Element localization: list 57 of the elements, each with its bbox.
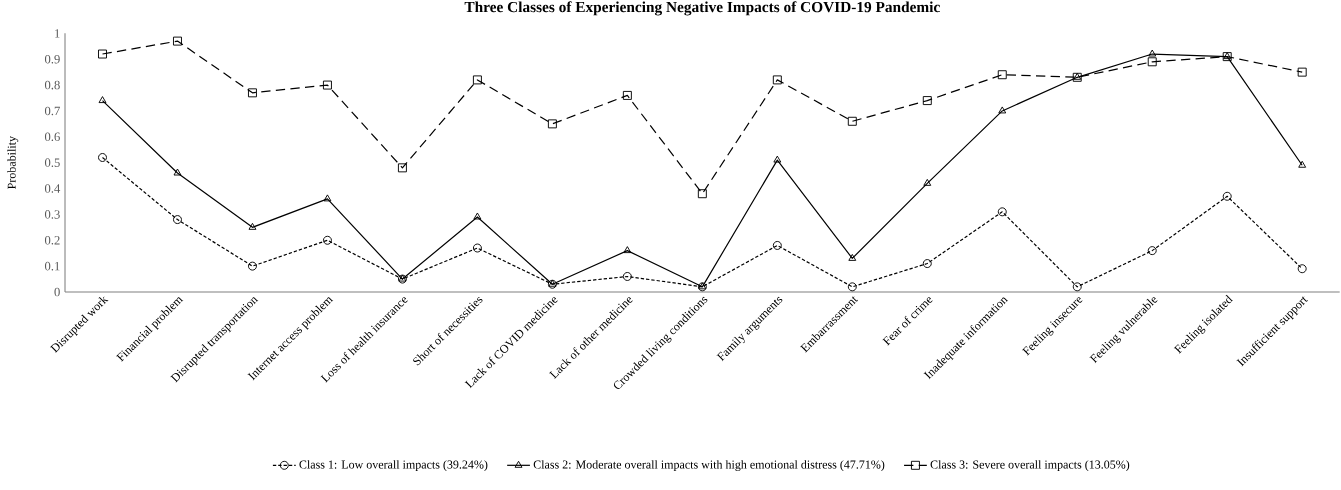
y-tick-label: 0.1	[44, 261, 60, 271]
point	[922, 259, 932, 269]
point	[998, 106, 1007, 114]
point	[1297, 264, 1307, 274]
y-tick-label: 0.2	[44, 235, 60, 245]
y-tick-label: 0.6	[44, 132, 60, 142]
point	[323, 194, 332, 202]
point	[472, 243, 482, 253]
point	[173, 168, 182, 176]
point	[322, 80, 332, 90]
legend-label: Class 1: Low overall impacts (39.24%)	[299, 460, 488, 472]
point	[248, 222, 257, 230]
point	[173, 36, 182, 46]
y-tick-label: 0.3	[44, 210, 60, 219]
point	[98, 153, 107, 162]
legend-label: Class 3: Severe overall impacts (13.05%)	[930, 460, 1130, 472]
point	[98, 96, 107, 104]
y-tick-label: 1	[55, 29, 60, 38]
y-tick-label: 0.9	[44, 54, 60, 64]
point	[1148, 49, 1157, 57]
y-axis-title: Probability	[7, 136, 19, 189]
point	[772, 75, 782, 85]
point	[847, 282, 857, 292]
point	[247, 88, 257, 98]
point	[247, 261, 257, 271]
point	[322, 235, 332, 245]
chart-title: Three Classes of Experiencing Negative Impacts of COVID-19 Pandemic	[464, 1, 940, 16]
point	[397, 163, 407, 173]
point	[922, 96, 932, 106]
point	[923, 178, 932, 186]
y-tick-label: 0.7	[44, 106, 60, 116]
y-tick-label: 0.5	[44, 158, 60, 167]
y-tick-label: 0.4	[44, 184, 61, 193]
point	[1147, 57, 1157, 67]
point	[848, 253, 857, 261]
point	[772, 240, 782, 250]
point	[473, 212, 482, 220]
point	[1147, 246, 1157, 256]
point	[1298, 160, 1307, 168]
point	[1072, 282, 1082, 292]
point	[622, 90, 632, 100]
point	[847, 116, 857, 126]
point	[547, 119, 557, 129]
y-tick-label: 0.8	[44, 80, 60, 90]
point	[173, 215, 182, 225]
point	[773, 155, 782, 163]
point	[1297, 67, 1307, 77]
legend-label: Class 2: Moderate overall impacts with high emotional distress (47.71%)	[533, 460, 885, 472]
point	[472, 75, 482, 85]
point	[622, 272, 632, 281]
point	[997, 207, 1007, 217]
point	[1222, 191, 1232, 201]
y-tick-label: 0	[54, 287, 60, 297]
point	[697, 189, 707, 199]
point	[98, 49, 107, 59]
point	[623, 246, 632, 254]
point	[997, 70, 1007, 80]
